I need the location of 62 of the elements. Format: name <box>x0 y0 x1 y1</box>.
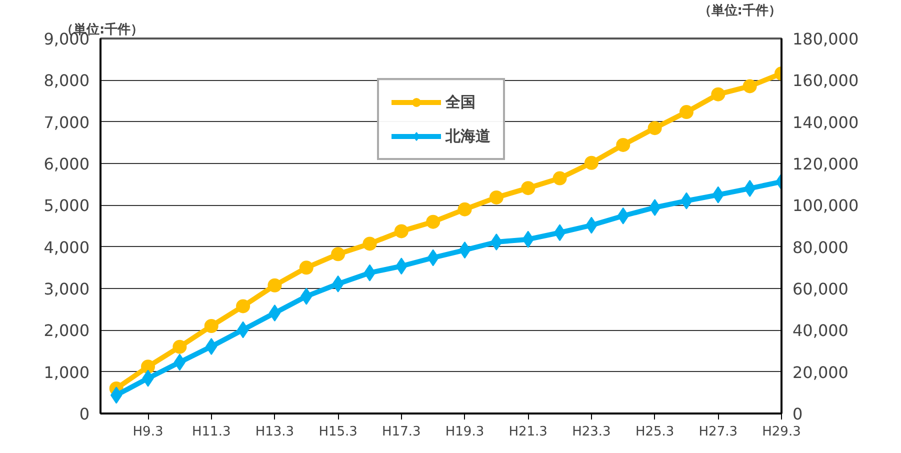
y-tick-label: 2,000 <box>44 321 90 340</box>
y-tick-label: 4,000 <box>44 238 90 257</box>
y-tick-label: 3,000 <box>44 280 90 298</box>
y2-tick-label: 0 <box>792 404 803 424</box>
point <box>206 338 218 355</box>
point <box>268 278 282 292</box>
y2-tick-label: 60,000 <box>792 280 848 298</box>
point <box>616 138 630 152</box>
point <box>490 234 502 250</box>
point <box>268 304 281 322</box>
x-tick-label: H15.3 <box>318 424 358 440</box>
point <box>711 87 726 102</box>
point <box>299 260 314 275</box>
y-tick-label: 0 <box>79 404 90 424</box>
point <box>204 319 218 333</box>
x-tick-label: H17.3 <box>382 424 421 440</box>
point <box>331 247 346 262</box>
y2-tick-label: 20,000 <box>792 362 848 382</box>
legend-label: 北海道 <box>446 126 490 146</box>
y-tick-label: 5,000 <box>44 196 90 216</box>
point <box>552 171 567 186</box>
x-tick-label: H19.3 <box>445 424 484 440</box>
x-tick-label: H25.3 <box>635 424 674 440</box>
point <box>554 224 566 242</box>
point <box>521 181 536 196</box>
y2-tick-label: 40,000 <box>792 321 848 340</box>
point <box>742 79 757 94</box>
x-tick-label: H13.3 <box>255 424 294 440</box>
point <box>648 121 662 136</box>
point <box>648 199 661 216</box>
point <box>172 340 187 354</box>
point <box>362 236 377 251</box>
x-tick-label: H27.3 <box>698 424 738 440</box>
point <box>236 299 250 314</box>
y-tick-label: 8,000 <box>44 71 90 90</box>
point <box>426 214 440 229</box>
y-tick-label: 1,000 <box>44 362 90 382</box>
y-tick-label: 6,000 <box>44 154 90 174</box>
x-tick-label: H11.3 <box>192 424 231 440</box>
point <box>489 190 504 204</box>
y2-tick-label: 120,000 <box>792 154 859 174</box>
point <box>174 354 186 371</box>
x-tick-label: H29.3 <box>762 424 801 440</box>
y2-tick-label: 160,000 <box>792 71 859 90</box>
x-tick-label: H21.3 <box>508 424 548 440</box>
point <box>458 242 471 259</box>
x-tick-label: H23.3 <box>572 424 611 440</box>
y-tick-label: 7,000 <box>44 112 90 132</box>
y2-tick-label: 180,000 <box>792 30 859 48</box>
point <box>364 264 376 282</box>
point <box>141 360 156 374</box>
x-tick-label: H9.3 <box>132 424 164 440</box>
y2-axis-title: （単位:千件） <box>698 2 782 18</box>
point <box>679 105 694 120</box>
y2-tick-label: 80,000 <box>792 238 848 257</box>
point <box>394 224 408 238</box>
point <box>584 156 598 170</box>
y2-tick-label: 140,000 <box>792 112 859 132</box>
y2-tick-label: 100,000 <box>792 196 859 216</box>
point <box>458 202 472 216</box>
legend-label: 全国 <box>446 92 476 112</box>
point <box>744 180 756 197</box>
